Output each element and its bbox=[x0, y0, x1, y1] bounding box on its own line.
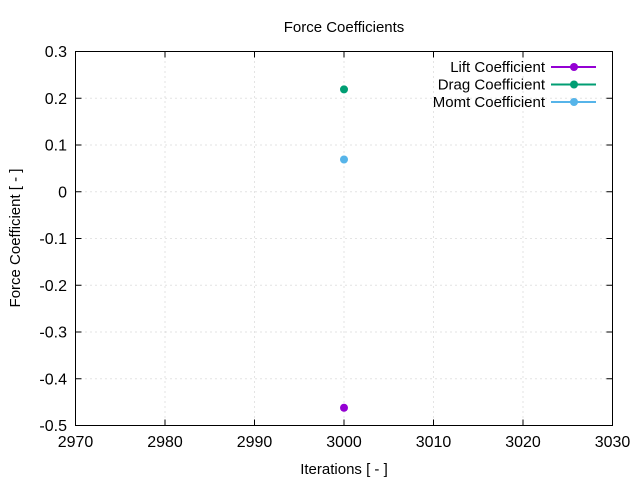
x-tick-label: 2980 bbox=[147, 434, 183, 451]
data-points bbox=[340, 85, 348, 412]
x-axis: 2970 2980 2990 3000 3010 3020 3030 bbox=[58, 51, 631, 451]
data-point bbox=[340, 85, 348, 94]
x-tick-label: 3020 bbox=[505, 434, 541, 451]
y-tick-label: -0.3 bbox=[39, 325, 67, 342]
y-tick-label: 0.1 bbox=[45, 138, 67, 155]
y-axis: -0.5 -0.4 -0.3 -0.2 -0.1 0 0.1 0.2 0.3 bbox=[39, 44, 613, 435]
legend-marker bbox=[570, 98, 578, 106]
y-tick-label: 0.3 bbox=[45, 44, 67, 61]
y-tick-label: -0.1 bbox=[39, 231, 67, 248]
y-tick-label: 0.2 bbox=[45, 91, 67, 108]
x-axis-title: Iterations [ - ] bbox=[300, 461, 388, 478]
x-tick-label: 3010 bbox=[416, 434, 452, 451]
legend-marker bbox=[570, 80, 578, 89]
legend-marker bbox=[570, 63, 578, 71]
y-axis-title: Force Coefficient [ - ] bbox=[7, 169, 24, 308]
legend-label: Drag Coefficient bbox=[438, 77, 546, 94]
x-tick-label: 3030 bbox=[595, 434, 631, 451]
y-tick-label: -0.5 bbox=[39, 418, 67, 435]
x-tick-label: 2990 bbox=[237, 434, 273, 451]
x-tick-label: 3000 bbox=[326, 434, 362, 451]
chart-title: Force Coefficients bbox=[284, 19, 405, 36]
legend-label: Lift Coefficient bbox=[450, 59, 546, 76]
y-tick-label: 0 bbox=[58, 184, 67, 201]
legend-label: Momt Coefficient bbox=[433, 94, 546, 111]
y-tick-label: -0.2 bbox=[39, 278, 67, 295]
data-point bbox=[340, 155, 348, 164]
data-point bbox=[340, 403, 348, 412]
y-tick-label: -0.4 bbox=[39, 371, 67, 388]
x-tick-label: 2970 bbox=[58, 434, 94, 451]
